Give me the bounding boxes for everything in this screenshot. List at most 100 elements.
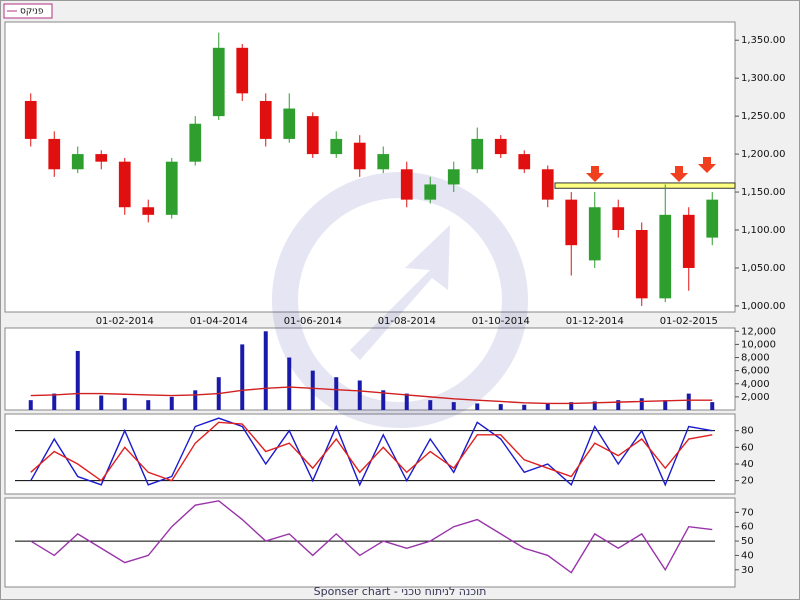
candle-body	[588, 207, 601, 261]
x-tick-label: 01-02-2015	[660, 316, 718, 327]
candle-body	[471, 138, 484, 170]
legend-label: פניקס	[20, 7, 44, 17]
volume-bar	[334, 377, 339, 410]
y-tick-label: 20	[741, 476, 754, 487]
volume-bar	[569, 402, 574, 410]
resistance-band	[554, 182, 736, 189]
y-tick-label: 50	[741, 536, 754, 547]
volume-bar	[475, 403, 480, 410]
volume-bar	[28, 400, 33, 410]
volume-bar	[381, 390, 386, 410]
footer: Sponser chart - תוכנה לניתוח טכני	[314, 585, 487, 598]
candle-body	[447, 169, 460, 185]
volume-bar	[263, 331, 268, 410]
y-tick-label: 12,000	[741, 326, 776, 337]
x-tick-label: 01-10-2014	[472, 316, 530, 327]
volume-bar	[451, 402, 456, 410]
volume-bar	[616, 400, 621, 410]
price-panel	[4, 21, 736, 313]
candle-body	[306, 116, 319, 155]
y-tick-label: 1,200.00	[741, 149, 786, 160]
y-tick-label: 6,000	[741, 366, 770, 377]
volume-panel	[4, 327, 736, 411]
volume-bar	[122, 398, 127, 410]
candle-body	[118, 161, 131, 208]
candle-body	[706, 199, 719, 238]
volume-bar	[310, 370, 315, 410]
y-tick-label: 1,300.00	[741, 73, 786, 84]
candle-body	[424, 184, 437, 200]
candle-body	[48, 138, 61, 170]
candle-body	[518, 154, 531, 170]
volume-bar	[404, 393, 409, 410]
candle-body	[71, 154, 84, 170]
y-tick-label: 40	[741, 550, 754, 561]
candle-body	[189, 123, 202, 162]
volume-bar	[545, 403, 550, 410]
volume-bar	[75, 350, 80, 410]
volume-bar	[146, 400, 151, 410]
legend	[3, 3, 53, 19]
watermark	[272, 172, 528, 428]
arrows	[586, 157, 716, 182]
volume-bar	[357, 380, 362, 410]
candle-body	[236, 47, 249, 94]
candle-body	[400, 169, 413, 200]
y-tick-label: 40	[741, 459, 754, 470]
line	[30, 386, 713, 405]
candle-body	[541, 169, 554, 200]
volume-bar	[663, 400, 668, 410]
volume-bar	[428, 400, 433, 410]
line	[30, 500, 713, 574]
candle-body	[283, 108, 296, 139]
y-tick-label: 2,000	[741, 392, 770, 403]
y-tick-label: 1,250.00	[741, 111, 786, 122]
volume-bar	[498, 404, 503, 410]
y-tick-label: 30	[741, 565, 754, 576]
candle-body	[165, 161, 178, 215]
candle-body	[635, 230, 648, 299]
candle-body	[659, 214, 672, 299]
volume-bar	[592, 401, 597, 410]
y-tick-label: 1,350.00	[741, 35, 786, 46]
volume-bar	[240, 344, 245, 410]
volume-bar	[522, 404, 527, 410]
line	[30, 421, 713, 482]
y-tick-label: 4,000	[741, 379, 770, 390]
volume-bar	[193, 390, 198, 410]
candle-body	[330, 138, 343, 155]
volume-bar	[686, 393, 691, 410]
candle-body	[212, 47, 225, 117]
candle-body	[142, 207, 155, 215]
x-tick-label: 01-06-2014	[284, 316, 342, 327]
candle-body	[612, 207, 625, 231]
candle-body	[24, 100, 37, 139]
y-tick-label: 1,150.00	[741, 187, 786, 198]
x-tick-label: 01-12-2014	[566, 316, 624, 327]
y-tick-label: 60	[741, 522, 754, 533]
y-tick-label: 1,000.00	[741, 301, 786, 312]
x-tick-label: 01-02-2014	[96, 316, 154, 327]
candle-body	[682, 214, 695, 268]
candle-body	[565, 199, 578, 246]
y-tick-label: 70	[741, 507, 754, 518]
volume-bar	[169, 396, 174, 410]
candle-body	[259, 100, 272, 139]
volume-bar	[639, 398, 644, 410]
x-tick-label: 01-04-2014	[190, 316, 248, 327]
volume-bar	[287, 357, 292, 410]
volume-bar	[52, 393, 57, 410]
volume-bar	[99, 395, 104, 410]
y-tick-label: 60	[741, 442, 754, 453]
x-tick-label: 01-08-2014	[378, 316, 436, 327]
y-tick-label: 8,000	[741, 353, 770, 364]
y-tick-label: 1,050.00	[741, 263, 786, 274]
candle-body	[353, 142, 366, 170]
rsi-panel	[4, 497, 736, 588]
y-tick-label: 1,100.00	[741, 225, 786, 236]
candle-body	[377, 154, 390, 170]
y-tick-label: 80	[741, 426, 754, 437]
volume-bar	[710, 402, 715, 410]
candle-body	[95, 154, 108, 162]
